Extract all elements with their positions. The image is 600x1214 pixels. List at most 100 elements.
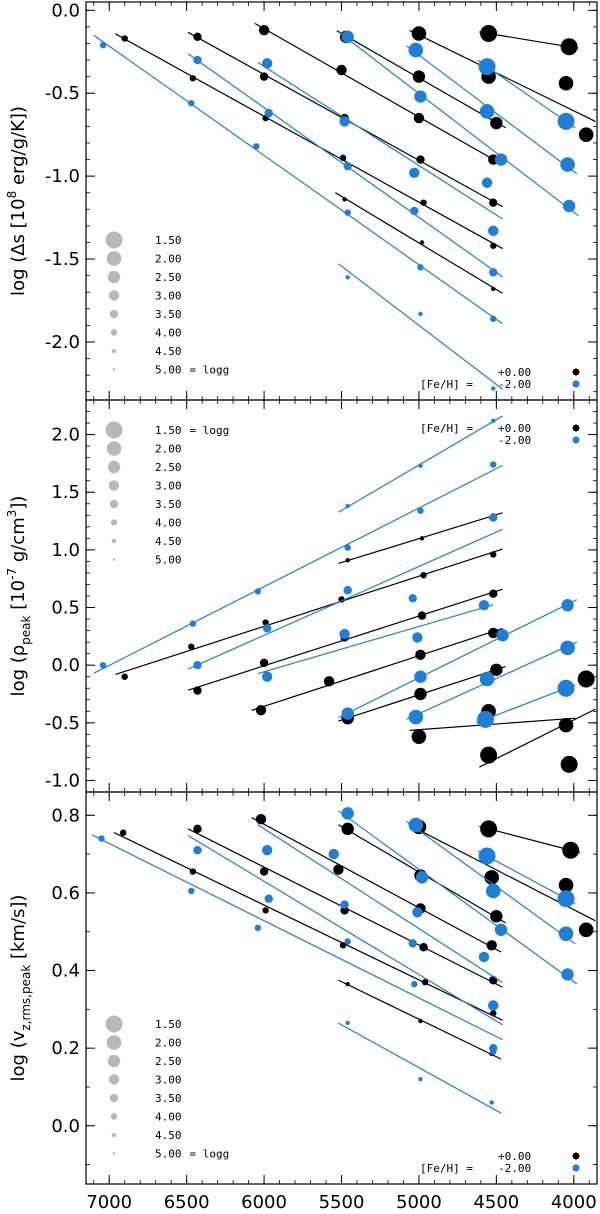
- data-point-fe_0: [413, 112, 425, 124]
- logg-legend-value: 2.00: [155, 443, 182, 456]
- y-tick-label: -0.5: [45, 83, 80, 104]
- fit-line-fe_0: [115, 548, 503, 676]
- data-point-fe_0: [419, 536, 425, 541]
- feh-legend-value: -2.00: [498, 378, 531, 391]
- logg-legend-marker: [107, 270, 121, 284]
- data-point-fe_0: [323, 676, 335, 687]
- data-point-fe_0: [419, 240, 425, 245]
- data-point-fe_0: [490, 116, 503, 130]
- data-point-fe_0: [258, 24, 270, 36]
- data-point-fe_0: [421, 978, 429, 986]
- logg-legend-marker: [112, 368, 116, 371]
- y-tick-label: 0.4: [51, 961, 80, 982]
- logg-legend-label: 1.50: [155, 234, 182, 247]
- data-point-fe_m2: [491, 418, 496, 423]
- data-point-fe_0: [490, 242, 497, 249]
- feh-legend-marker-solar: [572, 1152, 580, 1160]
- logg-legend-value: 3.50: [155, 308, 182, 321]
- data-point-fe_0: [486, 940, 497, 951]
- logg-legend-label: 2.50: [155, 1055, 182, 1068]
- data-point-fe_0: [339, 154, 347, 162]
- fit-line-fe_m2: [93, 34, 503, 325]
- data-point-fe_m2: [557, 112, 575, 130]
- data-point-fe_m2: [478, 847, 496, 865]
- data-point-fe_0: [416, 155, 425, 164]
- logg-legend-marker: [107, 460, 121, 474]
- data-point-fe_m2: [99, 661, 107, 669]
- data-point-fe_0: [491, 286, 496, 292]
- data-point-fe_m2: [408, 939, 417, 948]
- data-point-fe_m2: [193, 846, 202, 855]
- data-point-fe_0: [336, 64, 347, 76]
- data-point-fe_0: [121, 673, 128, 680]
- fit-line-fe_0: [254, 22, 503, 166]
- data-point-fe_0: [489, 198, 498, 207]
- feh-legend-marker-metal-poor: [572, 436, 580, 444]
- data-point-fe_m2: [418, 463, 423, 468]
- panel-top: 0.0 -0.5 -1.0 -1.5 -2.0 log (Δs [108 erg/g/K]…: [5, 0, 598, 401]
- logg-legend-value: 3.00: [155, 1074, 182, 1087]
- data-point-fe_0: [490, 551, 497, 558]
- data-point-fe_0: [259, 658, 269, 668]
- fit-line-fe_0: [409, 717, 576, 731]
- logg-legend-label: 4.00: [155, 327, 182, 340]
- logg-legend-marker: [111, 348, 117, 354]
- logg-legend-suffix: = logg: [190, 1148, 230, 1161]
- logg-legend-label: 3.00: [155, 1074, 182, 1087]
- feh-legend-value: +0.00: [498, 422, 531, 435]
- y-tick-label: 0.5: [51, 598, 80, 619]
- logg-legend-label: 3.00: [155, 290, 182, 303]
- data-point-fe_0: [490, 909, 503, 923]
- panel-frame: [85, 791, 598, 1185]
- data-point-fe_m2: [253, 143, 260, 150]
- logg-legend-marker: [111, 1132, 117, 1138]
- data-point-fe_0: [333, 864, 344, 875]
- data-point-fe_0: [420, 199, 427, 206]
- data-point-fe_0: [189, 75, 197, 82]
- logg-legend-label: 2.00: [155, 443, 182, 456]
- feh-legend-marker-metal-poor: [572, 1164, 580, 1172]
- y-tick-label: 2.0: [51, 425, 80, 446]
- data-point-fe_m2: [261, 671, 273, 682]
- logg-legend-label: 3.00: [155, 480, 182, 493]
- data-point-fe_m2: [412, 907, 423, 918]
- x-tick-label: 4500: [473, 1192, 519, 1213]
- logg-legend-marker: [108, 1074, 120, 1085]
- data-point-fe_m2: [339, 628, 350, 640]
- feh-legend-row1: +0.00: [498, 366, 531, 379]
- data-point-fe_0: [188, 643, 195, 650]
- data-point-fe_0: [578, 127, 594, 142]
- data-point-fe_m2: [345, 275, 350, 280]
- y-tick-label: 0.2: [51, 1038, 80, 1059]
- fit-line-fe_0: [479, 708, 596, 768]
- feh-legend-marker-solar: [572, 424, 580, 432]
- logg-legend-value: 5.00: [155, 554, 182, 567]
- feh-legend-value: +0.00: [498, 366, 531, 379]
- logg-legend-label: 5.00 = logg: [155, 1148, 229, 1161]
- data-point-fe_0: [341, 822, 354, 836]
- logg-legend-value: 2.00: [155, 1037, 182, 1050]
- data-point-fe_m2: [418, 1077, 423, 1082]
- logg-legend-label: 5.00 = logg: [155, 364, 229, 377]
- data-point-fe_0: [119, 829, 127, 836]
- logg-legend-value: 5.00: [155, 364, 182, 377]
- y-label-part: 8: [5, 191, 19, 199]
- data-point-fe_0: [578, 922, 594, 938]
- data-point-fe_0: [480, 746, 498, 764]
- data-point-fe_m2: [411, 980, 418, 988]
- data-point-fe_m2: [415, 871, 429, 884]
- x-tick-label: 4000: [551, 1192, 597, 1213]
- data-point-fe_0: [577, 670, 595, 688]
- data-point-fe_0: [121, 35, 128, 42]
- y-tick-label: -1.0: [45, 770, 80, 791]
- logg-legend-label: 1.50 = logg: [155, 424, 229, 437]
- y-label-part: log (Δs [10: [8, 198, 29, 296]
- fit-line-fe_m2: [257, 824, 503, 984]
- logg-legend-marker: [106, 441, 122, 456]
- y-tick-label: 1.0: [51, 540, 80, 561]
- fit-line-fe_0: [113, 831, 503, 1021]
- logg-legend-marker: [110, 519, 118, 526]
- logg-legend-label: 4.50: [155, 535, 182, 548]
- fit-line-fe_m2: [93, 464, 503, 674]
- data-point-fe_0: [417, 611, 427, 620]
